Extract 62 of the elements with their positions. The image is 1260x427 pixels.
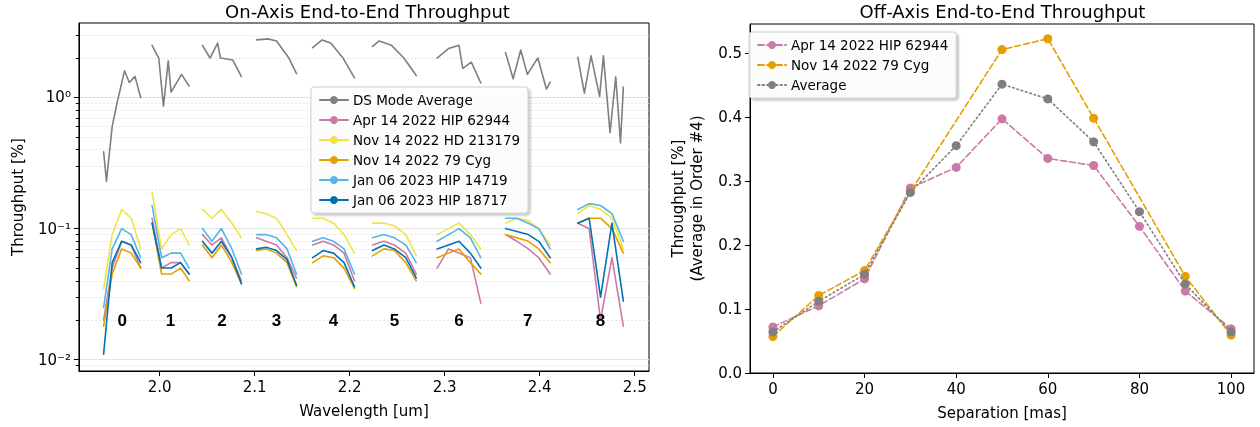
x-tick-label: 2.4	[527, 377, 552, 396]
y-axis-title: Throughput [%]	[8, 138, 27, 257]
point	[1089, 161, 1099, 171]
point	[1043, 153, 1053, 163]
point	[951, 141, 961, 151]
x-tick-label: 60	[1038, 379, 1058, 398]
point	[1180, 279, 1190, 289]
legend-label: Apr 14 2022 HIP 62944	[352, 112, 511, 128]
y-tick-label: 0.2	[718, 235, 742, 254]
legend-label: Jan 06 2023 HIP 18717	[351, 192, 508, 208]
point	[951, 162, 961, 172]
x-tick-label: 2.2	[337, 377, 362, 396]
x-tick-label: 100	[1216, 379, 1246, 398]
annotation: 7	[523, 311, 533, 331]
y-tick-label: 0.3	[718, 171, 742, 190]
y-tick-label: 0.5	[718, 43, 742, 62]
x-axis-title: Separation [mas]	[937, 403, 1067, 422]
point	[1089, 137, 1099, 147]
point	[814, 296, 824, 306]
annotation: 5	[389, 311, 400, 331]
point	[1043, 94, 1053, 104]
chart-title: Off-Axis End-to-End Throughput	[859, 0, 1146, 22]
point	[1043, 34, 1053, 44]
legend-label: Average	[791, 77, 847, 93]
point	[1089, 113, 1099, 123]
legend-label: Nov 14 2022 79 Cyg	[791, 57, 930, 73]
x-axis-title: Wavelength [um]	[299, 401, 429, 420]
annotation: 3	[271, 311, 282, 331]
y-tick-label: 10⁻¹	[37, 219, 71, 238]
x-tick-label: 20	[855, 379, 875, 398]
point	[768, 327, 778, 337]
point	[1180, 271, 1190, 281]
x-tick-label: 2.5	[622, 377, 647, 396]
annotation: 2	[217, 311, 227, 331]
y-tick-label: 0.1	[718, 299, 742, 318]
annotation: 6	[454, 311, 464, 331]
point	[1134, 221, 1144, 231]
x-tick-label: 2.0	[147, 377, 172, 396]
x-tick-label: 40	[946, 379, 966, 398]
annotation: 4	[328, 311, 339, 331]
legend-label: Nov 14 2022 HD 213179	[352, 132, 521, 148]
point	[997, 45, 1007, 55]
y-tick-label: 0.0	[718, 364, 742, 382]
legend-label: Apr 14 2022 HIP 62944	[791, 37, 949, 53]
x-tick-label: 0	[768, 379, 778, 398]
y-tick-label: 10⁻²	[37, 350, 71, 369]
chart-title: On-Axis End-to-End Throughput	[225, 0, 510, 22]
legend-label: DS Mode Average	[352, 92, 473, 108]
point	[1134, 207, 1144, 217]
y-tick-label: 0.4	[718, 107, 742, 126]
x-tick-label: 2.3	[432, 377, 457, 396]
annotation: 8	[595, 311, 606, 331]
point	[997, 79, 1007, 89]
y-axis-title: Throughput [%] (Average in Order #4)	[668, 115, 706, 282]
annotation: 1	[165, 311, 176, 331]
x-tick-label: 2.1	[242, 377, 267, 396]
legend-label: Jan 06 2023 HIP 14719	[351, 172, 508, 188]
legend-label: Nov 14 2022 79 Cyg	[352, 152, 492, 168]
y-tick-label: 10⁰	[45, 88, 71, 107]
point	[997, 114, 1007, 124]
x-tick-label: 80	[1129, 379, 1149, 398]
annotation: 0	[117, 311, 127, 331]
